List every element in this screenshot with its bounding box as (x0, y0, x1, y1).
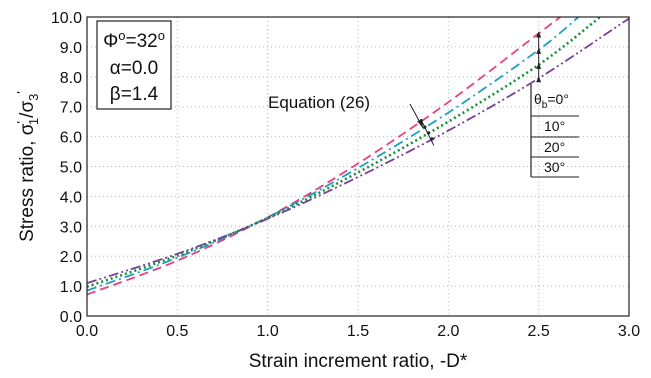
series-line-theta-0 (86, 16, 561, 296)
x-axis-title: Strain increment ratio, -D* (249, 351, 468, 372)
param-phi: Φo=32o (103, 28, 165, 52)
y-tick-label: 2.0 (60, 249, 82, 266)
x-tick-label: 1.5 (347, 323, 369, 340)
y-axis-title-sup: ' (14, 121, 29, 123)
y-tick-label: 10.0 (51, 10, 82, 27)
legend-entry-0: θb=0° (534, 91, 569, 111)
x-tick-label: 0.5 (166, 323, 188, 340)
y-axis-title-part: Stress ratio, σ (17, 123, 38, 242)
x-tick-label: 1.0 (257, 323, 279, 340)
y-tick-label: 7.0 (60, 100, 82, 117)
series-line-theta-2 (86, 15, 601, 288)
parameter-box-frame (96, 20, 172, 110)
y-axis-title: Stress ratio, σ'1/σ3' (14, 91, 41, 242)
theta-arrow-head (536, 47, 542, 54)
y-tick-label: 3.0 (60, 219, 82, 236)
annotation-arrowhead (417, 120, 423, 128)
y-tick-label: 0.0 (60, 309, 82, 326)
legend-entry-1: 10° (544, 118, 565, 134)
theta-arrow-head (536, 62, 542, 69)
equation-annotation: Equation (26) (268, 93, 370, 112)
legend-box: θb=0° 10° 20° 30° (530, 84, 579, 178)
y-tick-labels: 0.0 1.0 2.0 3.0 4.0 5.0 6.0 7.0 8.0 9.0 10.0 (51, 10, 82, 326)
arrow-markers (419, 31, 542, 146)
y-tick-label: 8.0 (60, 70, 82, 87)
legend-entry-2: 20° (544, 139, 565, 155)
x-tick-label: 2.0 (437, 323, 459, 340)
y-tick-label: 1.0 (60, 279, 82, 296)
theta-arrow-head (536, 76, 542, 83)
y-axis-title-sub: 1 (26, 118, 41, 125)
y-tick-label: 9.0 (60, 40, 82, 57)
x-tick-label: 2.5 (528, 323, 550, 340)
x-tick-label: 0.0 (76, 323, 98, 340)
plot-frame (86, 16, 630, 317)
y-axis-title-sub: 3 (26, 94, 41, 101)
y-tick-label: 4.0 (60, 189, 82, 206)
theta-arrow-head (536, 31, 542, 38)
x-tick-label: 3.0 (618, 323, 640, 340)
param-alpha: α=0.0 (110, 58, 159, 79)
series-line-theta-1 (86, 16, 579, 292)
y-tick-label: 6.0 (60, 130, 82, 147)
y-axis-title-sup: ' (14, 91, 29, 93)
param-beta: β=1.4 (110, 84, 159, 105)
legend-entry-3: 30° (544, 159, 565, 175)
x-tick-labels: 0.0 0.5 1.0 1.5 2.0 2.5 3.0 (76, 323, 640, 340)
equation-marker-line (420, 119, 435, 146)
parameter-box: Φo=32o α=0.0 β=1.4 (96, 20, 172, 110)
y-axis-title-part: /σ (17, 101, 38, 118)
y-tick-label: 5.0 (60, 160, 82, 177)
